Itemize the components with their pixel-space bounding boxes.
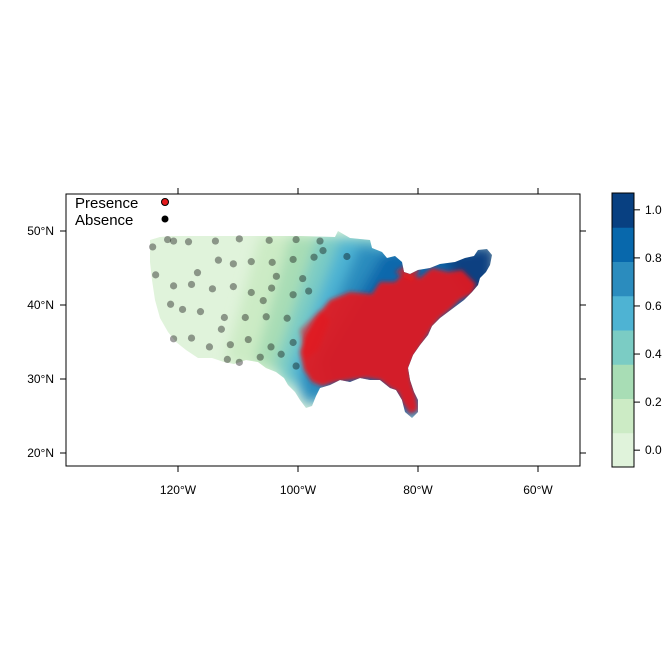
absence-point xyxy=(292,362,300,370)
colorbar-band xyxy=(612,261,634,297)
absence-point xyxy=(208,285,217,293)
absence-point xyxy=(205,343,214,351)
absence-point xyxy=(187,334,196,342)
absence-point xyxy=(164,235,172,244)
colorbar-band xyxy=(612,295,634,331)
colorbar-band xyxy=(612,398,634,434)
absence-point xyxy=(256,353,264,361)
absence-point xyxy=(319,247,327,255)
y-tick-label: 30°N xyxy=(27,372,54,386)
absence-marker xyxy=(161,215,169,223)
presence-marker xyxy=(161,198,169,206)
absence-point xyxy=(220,313,228,322)
absence-point xyxy=(247,258,255,266)
x-tick-label: 60°W xyxy=(523,483,553,497)
x-tick-label: 100°W xyxy=(280,483,317,497)
colorbar-band xyxy=(612,193,634,228)
map-panel: 120°W 100°W 80°W 60°W 50°N 40°N 30°N 20°… xyxy=(27,188,586,497)
colorbar-band xyxy=(612,432,634,468)
legend-absence-label: Absence xyxy=(75,212,133,229)
absence-point xyxy=(226,341,234,349)
absence-point xyxy=(169,237,178,245)
absence-point xyxy=(292,235,300,244)
absence-point xyxy=(166,300,175,308)
colorbar-tick-label: 0.2 xyxy=(645,395,662,409)
absence-point xyxy=(211,237,220,245)
absence-point xyxy=(299,274,307,283)
absence-point xyxy=(229,260,237,268)
absence-point xyxy=(229,283,237,291)
absence-point xyxy=(152,271,160,279)
absence-point xyxy=(305,287,313,295)
colorbar: 0.0 0.2 0.4 0.6 0.8 1.0 xyxy=(611,192,662,468)
colorbar-frame xyxy=(611,192,635,468)
absence-point xyxy=(235,235,243,243)
absence-point xyxy=(343,252,351,261)
absence-point xyxy=(169,282,178,290)
absence-point xyxy=(272,272,280,280)
absence-point xyxy=(265,236,273,244)
legend-presence-label: Presence xyxy=(75,195,138,212)
absence-point xyxy=(267,343,275,351)
absence-point xyxy=(262,313,270,321)
x-axis: 120°W 100°W 80°W 60°W xyxy=(160,188,553,497)
absence-point xyxy=(289,291,297,299)
absence-point xyxy=(277,350,285,358)
absence-point xyxy=(214,256,223,264)
absence-point xyxy=(283,314,291,322)
absence-point xyxy=(268,284,276,292)
colorbar-tick-label: 0.6 xyxy=(645,299,662,313)
colorbar-tick-label: 0.8 xyxy=(645,251,662,265)
absence-point xyxy=(289,255,297,264)
colorbar-tick-label: 0.0 xyxy=(645,443,662,457)
absence-point xyxy=(184,238,193,246)
absence-point xyxy=(169,335,178,343)
x-tick-label: 80°W xyxy=(403,483,433,497)
absence-point xyxy=(289,338,297,347)
absence-point xyxy=(196,308,205,316)
x-tick-label: 120°W xyxy=(160,483,197,497)
absence-point xyxy=(193,269,202,277)
y-tick-label: 50°N xyxy=(27,224,54,238)
absence-point xyxy=(223,355,231,364)
absence-point xyxy=(268,258,276,266)
absence-point xyxy=(310,253,318,261)
absence-point xyxy=(217,325,225,333)
y-tick-label: 40°N xyxy=(27,298,54,312)
absence-point xyxy=(247,288,255,297)
colorbar-tick-label: 0.4 xyxy=(645,347,662,361)
colorbar-tick-label: 1.0 xyxy=(645,203,662,217)
absence-point xyxy=(235,358,243,366)
absence-point xyxy=(244,335,252,344)
absence-point xyxy=(316,237,324,245)
colorbar-band xyxy=(612,364,634,399)
absence-point xyxy=(259,296,267,305)
colorbar-band xyxy=(612,330,634,365)
point-legend: Presence Absence xyxy=(75,195,169,229)
absence-point xyxy=(187,280,196,289)
absence-points xyxy=(149,235,351,370)
absence-point xyxy=(241,313,249,322)
absence-point xyxy=(178,305,187,314)
y-axis: 50°N 40°N 30°N 20°N xyxy=(27,224,586,460)
colorbar-band xyxy=(612,227,634,262)
y-tick-label: 20°N xyxy=(27,446,54,460)
absence-point xyxy=(149,243,157,251)
